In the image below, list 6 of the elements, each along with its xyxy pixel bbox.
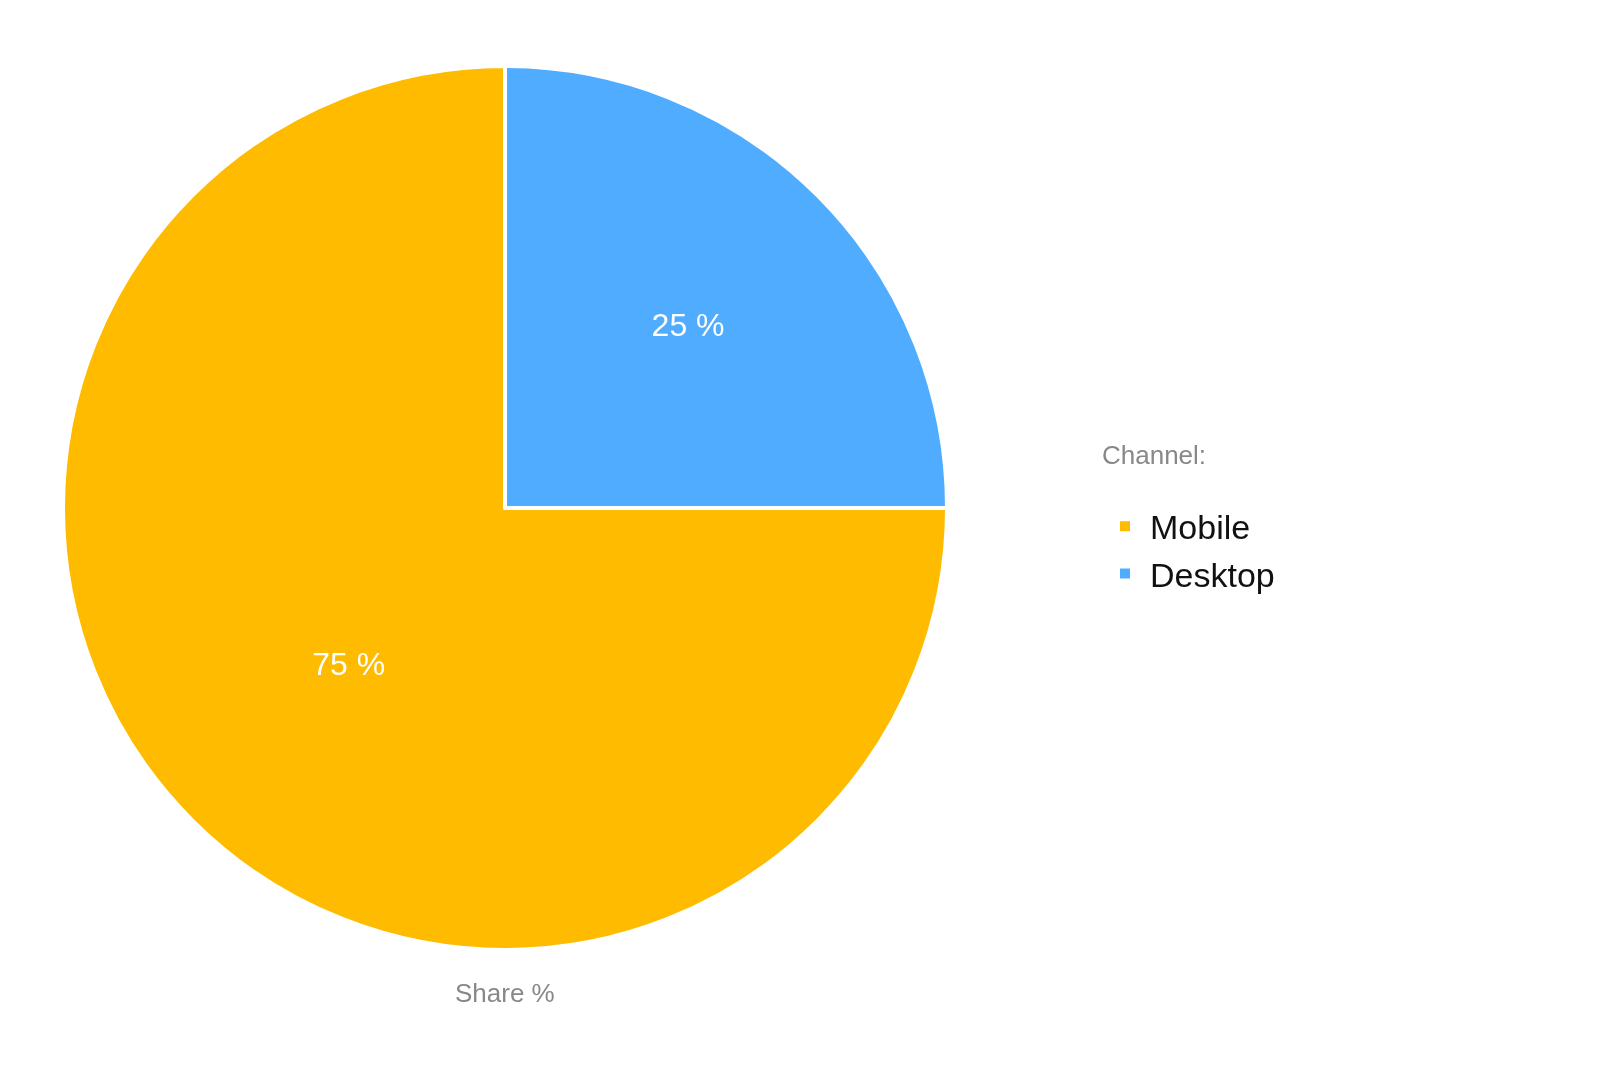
data-label: 75 % — [312, 646, 386, 683]
text: Share % — [455, 978, 555, 1008]
legend-label: Mobile — [1150, 508, 1251, 547]
legend-title: Channel: — [1102, 439, 1207, 470]
data-label: 25 % — [651, 306, 725, 343]
legend-label: Desktop — [1150, 555, 1275, 594]
